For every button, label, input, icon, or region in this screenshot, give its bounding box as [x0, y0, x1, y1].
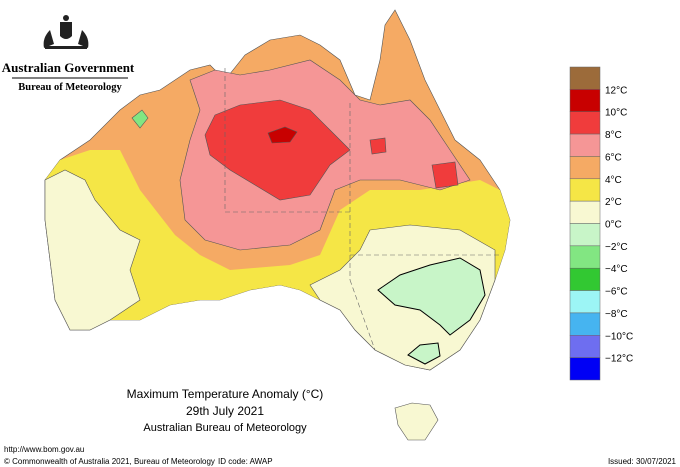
footer-issued: Issued: 30/07/2021	[608, 457, 677, 466]
legend: 12°C 10°C 8°C 6°C 4°C 2°C 0°C −2°C −4°C −6°C −8°C −…	[569, 66, 633, 381]
legend-swatch	[569, 178, 601, 202]
legend-swatch	[569, 335, 601, 358]
footer-id-code: ID code: AWAP	[218, 457, 273, 466]
legend-swatch	[569, 66, 601, 90]
legend-swatch	[569, 156, 601, 180]
legend-swatch	[569, 312, 601, 336]
legend-label: 6°C	[605, 152, 622, 163]
map-title: Maximum Temperature Anomaly (°C)	[127, 387, 324, 401]
legend-label: −8°C	[605, 309, 628, 320]
legend-label: 4°C	[605, 175, 622, 186]
legend-label: −12°C	[605, 354, 633, 365]
legend-label: −6°C	[605, 287, 628, 298]
legend-swatch	[569, 111, 601, 135]
australia-map	[44, 9, 511, 441]
legend-label: −2°C	[605, 242, 628, 253]
legend-swatch	[569, 267, 601, 291]
agency-name: Bureau of Meteorology	[18, 82, 122, 93]
legend-swatch	[569, 89, 601, 112]
government-name: Australian Government	[2, 60, 135, 75]
legend-swatch	[569, 290, 601, 314]
legend-swatch	[569, 133, 601, 157]
legend-label: 12°C	[605, 85, 627, 96]
footer-copyright: © Commonwealth of Australia 2021, Bureau…	[4, 457, 215, 466]
footer-url[interactable]: http://www.bom.gov.au	[4, 445, 84, 454]
legend-label: −4°C	[605, 264, 628, 275]
legend-label: 2°C	[605, 197, 622, 208]
legend-label: 10°C	[605, 108, 627, 119]
crest	[43, 15, 89, 49]
legend-label: −10°C	[605, 331, 633, 342]
legend-swatch	[569, 223, 601, 247]
legend-swatch	[569, 245, 601, 269]
map-date: 29th July 2021	[186, 404, 264, 418]
legend-label: 8°C	[605, 130, 622, 141]
legend-swatch	[569, 357, 601, 381]
legend-swatch	[569, 200, 601, 224]
map-source: Australian Bureau of Meteorology	[143, 422, 307, 434]
legend-label: 0°C	[605, 220, 622, 231]
